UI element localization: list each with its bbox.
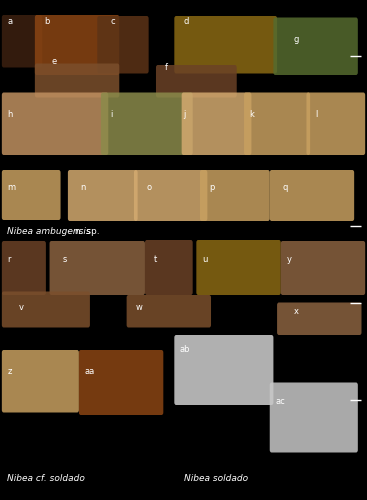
FancyBboxPatch shape <box>145 240 193 295</box>
FancyBboxPatch shape <box>270 170 354 221</box>
FancyBboxPatch shape <box>97 16 149 74</box>
Text: c: c <box>110 18 115 26</box>
Text: Nibea soldado: Nibea soldado <box>184 474 248 483</box>
Text: i: i <box>110 110 112 119</box>
FancyBboxPatch shape <box>244 92 310 155</box>
Text: s: s <box>62 255 67 264</box>
Text: aa: aa <box>84 368 95 376</box>
Text: n. sp.: n. sp. <box>72 228 99 236</box>
Text: u: u <box>202 255 207 264</box>
FancyBboxPatch shape <box>2 350 79 412</box>
Text: Nibea cf. soldado: Nibea cf. soldado <box>7 474 85 483</box>
FancyBboxPatch shape <box>68 170 138 221</box>
FancyBboxPatch shape <box>2 15 42 68</box>
Text: g: g <box>294 35 299 44</box>
FancyBboxPatch shape <box>174 335 273 405</box>
FancyBboxPatch shape <box>156 65 237 98</box>
FancyBboxPatch shape <box>277 302 361 335</box>
Text: r: r <box>7 255 11 264</box>
Text: o: o <box>147 182 152 192</box>
FancyBboxPatch shape <box>281 241 365 295</box>
FancyBboxPatch shape <box>101 92 193 155</box>
Text: e: e <box>51 58 57 66</box>
Text: j: j <box>184 110 186 119</box>
FancyBboxPatch shape <box>35 64 119 98</box>
Text: q: q <box>283 182 288 192</box>
Text: b: b <box>44 18 50 26</box>
FancyBboxPatch shape <box>127 295 211 328</box>
FancyBboxPatch shape <box>273 18 358 75</box>
Text: w: w <box>136 302 143 312</box>
Text: h: h <box>7 110 13 119</box>
FancyBboxPatch shape <box>2 292 90 328</box>
Text: v: v <box>18 302 23 312</box>
Text: p: p <box>209 182 215 192</box>
Text: ab: ab <box>180 345 190 354</box>
FancyBboxPatch shape <box>2 170 61 220</box>
Text: l: l <box>316 110 318 119</box>
FancyBboxPatch shape <box>79 350 163 415</box>
Text: f: f <box>165 62 168 72</box>
Text: t: t <box>154 255 157 264</box>
FancyBboxPatch shape <box>134 170 207 221</box>
FancyBboxPatch shape <box>174 16 277 74</box>
Text: x: x <box>294 308 299 316</box>
FancyBboxPatch shape <box>200 170 270 221</box>
Text: Nibea ambugensis: Nibea ambugensis <box>7 228 91 236</box>
FancyBboxPatch shape <box>50 241 145 295</box>
Text: n: n <box>81 182 86 192</box>
Text: y: y <box>286 255 291 264</box>
FancyBboxPatch shape <box>182 92 251 155</box>
FancyBboxPatch shape <box>35 15 119 75</box>
FancyBboxPatch shape <box>196 240 281 295</box>
Text: ac: ac <box>275 398 285 406</box>
Text: d: d <box>184 18 189 26</box>
FancyBboxPatch shape <box>306 92 365 155</box>
Text: z: z <box>7 368 12 376</box>
Text: k: k <box>250 110 254 119</box>
Text: a: a <box>7 18 12 26</box>
Text: m: m <box>7 182 15 192</box>
FancyBboxPatch shape <box>270 382 358 452</box>
FancyBboxPatch shape <box>2 92 108 155</box>
FancyBboxPatch shape <box>2 241 46 295</box>
